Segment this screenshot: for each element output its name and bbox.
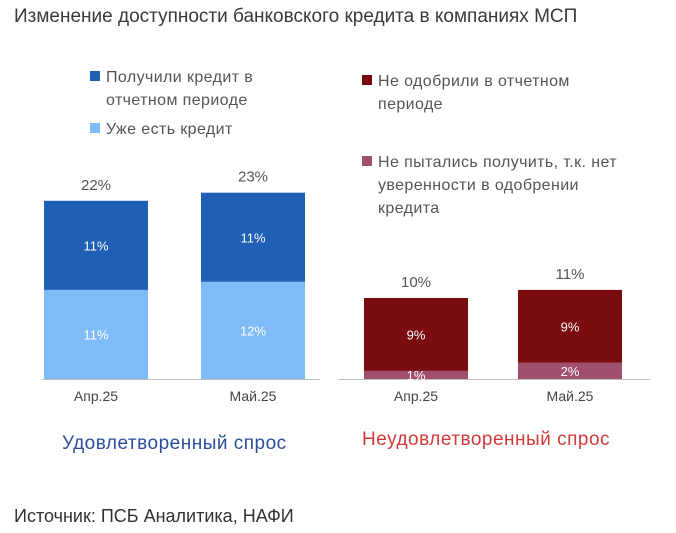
data-label: 9%	[407, 327, 426, 342]
legend-label-line3: кредита	[378, 200, 440, 217]
bar-segment	[364, 370, 468, 379]
total-label: 10%	[401, 274, 431, 291]
legend-swatch	[362, 75, 372, 85]
legend-swatch	[90, 123, 100, 133]
bar-segment	[364, 298, 468, 371]
source-note: Источник: ПСБ Аналитика, НАФИ	[14, 506, 294, 526]
category-label: Май.25	[230, 388, 277, 404]
data-label: 11%	[83, 327, 108, 342]
legend-label: Уже есть кредит	[106, 121, 233, 138]
legend-label-line2: уверенности в одобрении	[378, 177, 579, 194]
chart-title: Изменение доступности банковского кредит…	[14, 6, 578, 27]
bar-segment	[201, 281, 305, 379]
group-label-unsatisfied: Неудовлетворенный спрос	[362, 429, 611, 450]
total-label: 23%	[238, 169, 268, 186]
legend-label: Не одобрили в отчетном	[378, 73, 570, 90]
group-label-satisfied: Удовлетворенный спрос	[62, 433, 287, 454]
data-label: 1%	[407, 368, 426, 383]
data-label: 11%	[83, 238, 108, 253]
bar-segment	[44, 200, 148, 290]
bar-segment	[44, 289, 148, 379]
category-label: Апр.25	[394, 388, 438, 404]
data-label: 12%	[240, 323, 266, 338]
legend-label: Получили кредит в	[106, 69, 254, 86]
legend-item-did-not-try: Не пытались получить, т.к. нет увереннос…	[362, 151, 617, 220]
data-label: 9%	[561, 319, 580, 334]
legend-item-not-approved: Не одобрили в отчетном периоде	[362, 70, 570, 116]
legend-swatch	[362, 156, 372, 166]
legend-label-line2: отчетном периоде	[106, 92, 248, 109]
bar-segment	[518, 289, 622, 363]
legend-item-existing-credit: Уже есть кредит	[90, 118, 233, 141]
legend-label: Не пытались получить, т.к. нет	[378, 154, 617, 171]
legend-swatch	[90, 71, 100, 81]
legend-item-received-credit: Получили кредит в отчетном периоде	[90, 66, 253, 112]
bar-segment	[201, 192, 305, 282]
data-label: 2%	[561, 364, 580, 379]
legend-label-line2: периоде	[378, 96, 443, 113]
data-label: 11%	[240, 230, 265, 245]
total-label: 22%	[81, 177, 111, 194]
bar-segment	[518, 362, 622, 379]
category-label: Май.25	[547, 388, 594, 404]
total-label: 11%	[556, 266, 585, 283]
category-label: Апр.25	[74, 388, 118, 404]
